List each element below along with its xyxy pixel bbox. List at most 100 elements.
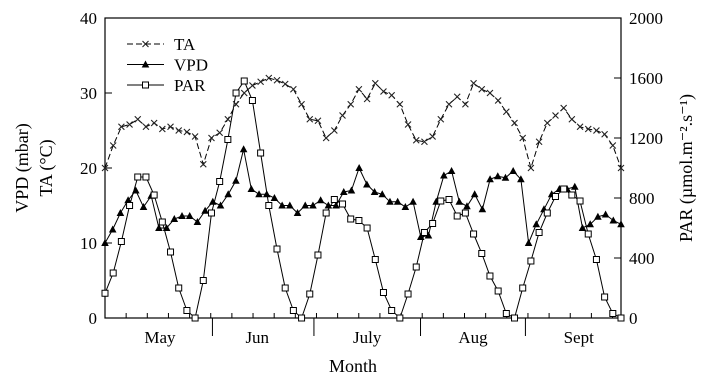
par-point bbox=[289, 307, 297, 314]
par-point bbox=[502, 310, 510, 317]
y-right-tick-label: 1600 bbox=[629, 69, 663, 88]
legend-marker-vpd bbox=[141, 60, 150, 68]
ta-point bbox=[371, 79, 379, 87]
ta-point bbox=[199, 160, 207, 168]
x-tick-label: July bbox=[353, 328, 382, 347]
par-point bbox=[470, 230, 478, 238]
ta-point bbox=[158, 125, 166, 133]
par-point bbox=[306, 290, 314, 298]
par-point bbox=[207, 209, 215, 217]
ta-point bbox=[486, 89, 494, 97]
ta-point bbox=[527, 164, 535, 172]
par-point bbox=[379, 289, 387, 296]
par-point bbox=[117, 238, 125, 245]
vpd-point bbox=[455, 197, 464, 205]
y-left-tick-label: 30 bbox=[80, 84, 97, 103]
par-point bbox=[445, 196, 453, 203]
ta-point bbox=[453, 93, 461, 101]
legend-label-ta: TA bbox=[174, 35, 196, 54]
vpd-point bbox=[193, 218, 202, 225]
y-left-tick-label: 40 bbox=[80, 9, 97, 28]
par-point bbox=[281, 284, 289, 292]
ta-point bbox=[478, 85, 486, 93]
vpd-point bbox=[617, 220, 625, 228]
par-point bbox=[199, 277, 207, 284]
ta-point bbox=[306, 115, 314, 123]
vpd-point bbox=[347, 186, 356, 194]
y-left-axis-title-line: VPD (mbar) bbox=[12, 123, 33, 212]
par-series-line bbox=[105, 79, 621, 318]
par-point bbox=[568, 191, 576, 199]
par-point bbox=[420, 229, 428, 236]
vpd-point bbox=[416, 233, 425, 240]
ta-point bbox=[404, 121, 412, 128]
vpd-point bbox=[332, 201, 340, 209]
vpd-point bbox=[424, 231, 433, 239]
par-point bbox=[330, 196, 338, 203]
ta-point bbox=[363, 95, 371, 103]
par-point bbox=[396, 314, 404, 322]
ta-point bbox=[388, 91, 396, 99]
par-point bbox=[453, 212, 461, 220]
vpd-point bbox=[286, 201, 294, 209]
par-point bbox=[224, 136, 232, 143]
ta-point bbox=[445, 100, 453, 108]
par-point bbox=[461, 209, 469, 217]
legend-label-par: PAR bbox=[174, 76, 206, 95]
vpd-point bbox=[185, 212, 194, 219]
par-point bbox=[109, 269, 117, 277]
vpd-point bbox=[386, 197, 394, 205]
ta-point bbox=[109, 142, 117, 149]
x-axis-title: Month bbox=[329, 356, 377, 375]
x-tick-label: Sept bbox=[564, 328, 595, 347]
par-point bbox=[609, 310, 617, 317]
ta-point bbox=[421, 138, 428, 146]
ta-point bbox=[117, 123, 125, 131]
vpd-point bbox=[609, 216, 618, 224]
vpd-point bbox=[262, 190, 271, 198]
ta-point bbox=[593, 127, 600, 134]
par-point bbox=[339, 200, 347, 208]
vpd-point bbox=[524, 239, 533, 246]
par-point bbox=[560, 185, 568, 193]
ta-point bbox=[355, 85, 363, 93]
ta-point bbox=[216, 129, 224, 137]
vpd-point bbox=[478, 205, 487, 213]
ta-point bbox=[232, 100, 240, 108]
vpd-point bbox=[363, 180, 371, 188]
legend-marker-par bbox=[142, 81, 149, 89]
vpd-point bbox=[162, 224, 171, 231]
vpd-point bbox=[209, 197, 217, 205]
vpd-point bbox=[224, 190, 233, 198]
ta-point bbox=[265, 74, 273, 82]
vpd-point bbox=[586, 220, 594, 228]
ta-point bbox=[601, 130, 609, 138]
vpd-point bbox=[470, 190, 479, 198]
ta-point bbox=[224, 115, 232, 123]
ta-point bbox=[461, 100, 469, 108]
vpd-point bbox=[232, 176, 240, 184]
vpd-point bbox=[532, 220, 541, 228]
vpd-point bbox=[124, 196, 132, 204]
vpd-point bbox=[324, 201, 333, 209]
ta-point bbox=[609, 142, 617, 149]
x-tick-label: Aug bbox=[458, 328, 488, 347]
par-point bbox=[273, 245, 281, 253]
par-point bbox=[158, 218, 166, 226]
ta-point bbox=[412, 136, 420, 144]
par-point bbox=[478, 250, 486, 257]
vpd-point bbox=[517, 175, 525, 183]
y-left-tick-label: 20 bbox=[80, 159, 97, 178]
par-point bbox=[248, 97, 256, 104]
par-point bbox=[551, 193, 559, 200]
ta-point bbox=[519, 134, 527, 142]
ta-point bbox=[191, 133, 199, 140]
vpd-point bbox=[216, 201, 225, 209]
par-point bbox=[257, 149, 265, 157]
ta-point bbox=[289, 85, 297, 93]
par-point bbox=[519, 284, 527, 292]
ta-point bbox=[494, 97, 502, 104]
